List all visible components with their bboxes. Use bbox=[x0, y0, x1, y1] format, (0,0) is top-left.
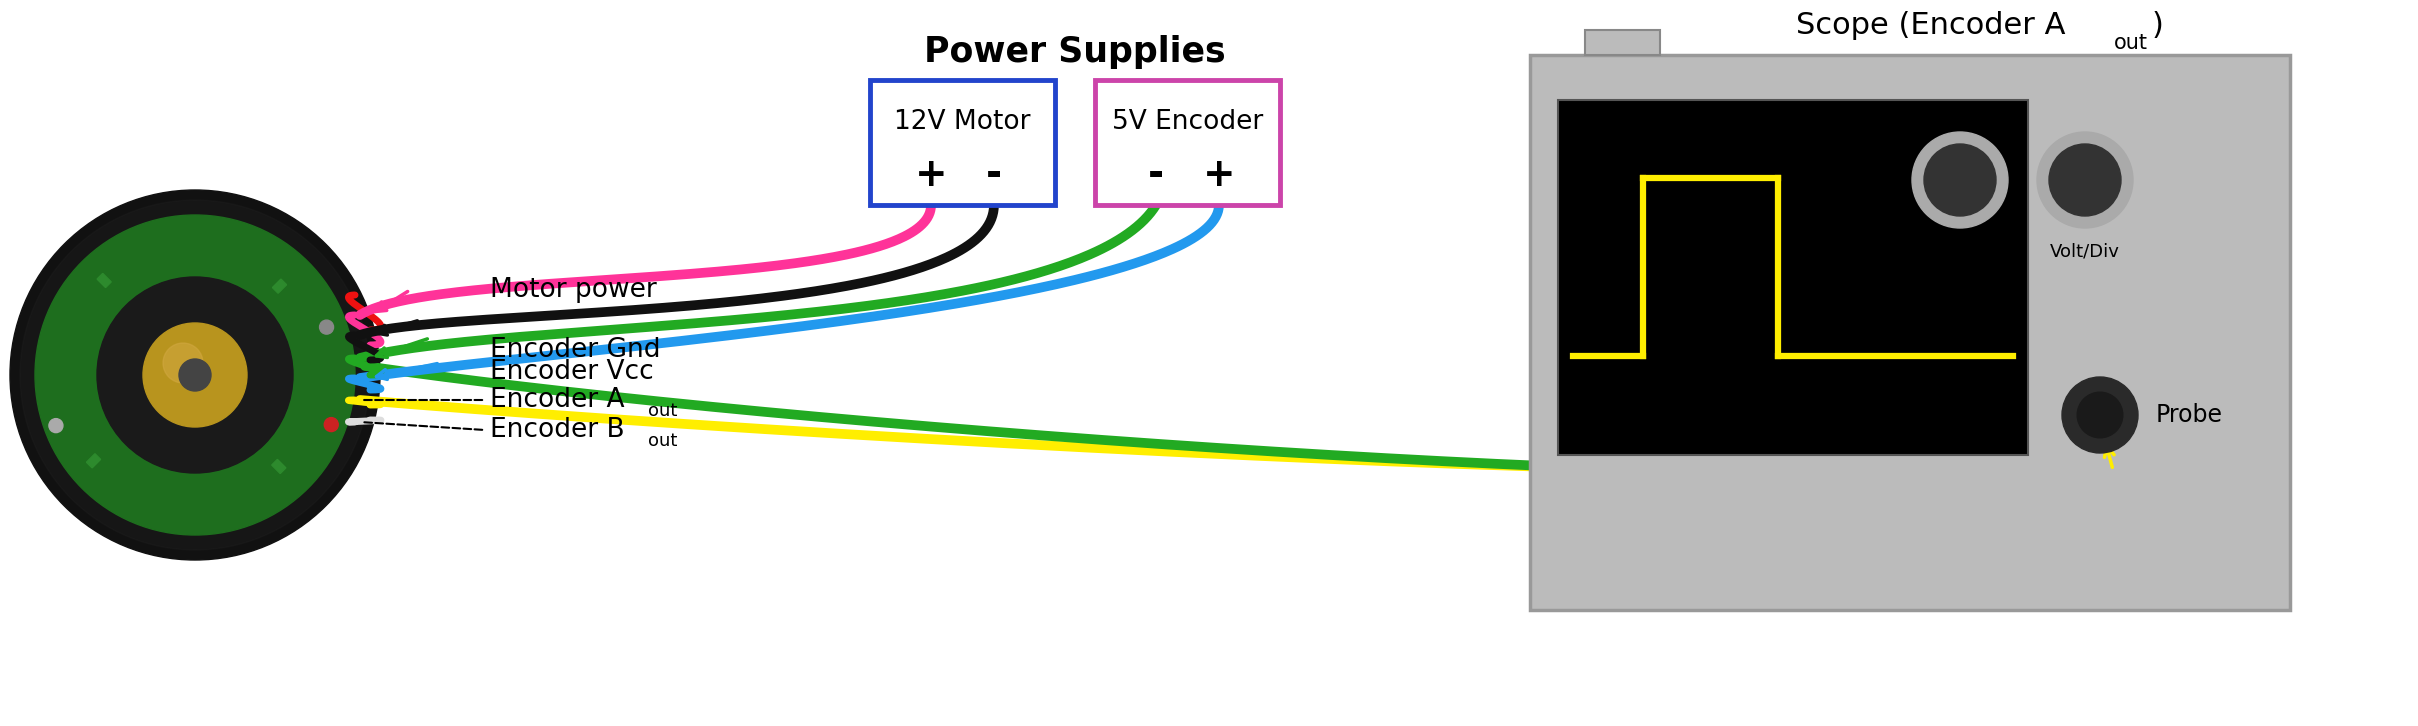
Text: -: - bbox=[1149, 156, 1163, 194]
Circle shape bbox=[2077, 392, 2123, 438]
Circle shape bbox=[34, 215, 355, 535]
Bar bbox=[273, 279, 288, 293]
Circle shape bbox=[319, 320, 334, 334]
Text: Motor power: Motor power bbox=[491, 277, 658, 303]
Text: Encoder Vcc: Encoder Vcc bbox=[491, 359, 653, 385]
Text: +: + bbox=[1202, 156, 1236, 194]
Text: 5V Encoder: 5V Encoder bbox=[1112, 109, 1262, 135]
FancyBboxPatch shape bbox=[1557, 100, 2029, 455]
FancyBboxPatch shape bbox=[1095, 80, 1279, 205]
Text: Scope (Encoder A: Scope (Encoder A bbox=[1797, 10, 2065, 39]
Text: out: out bbox=[648, 432, 677, 450]
Text: ): ) bbox=[2152, 10, 2164, 39]
Circle shape bbox=[2048, 144, 2121, 216]
Text: Encoder Gnd: Encoder Gnd bbox=[491, 337, 660, 363]
Circle shape bbox=[162, 343, 203, 383]
Bar bbox=[271, 460, 285, 473]
Text: -: - bbox=[987, 156, 1001, 194]
Text: 12V Motor: 12V Motor bbox=[895, 109, 1030, 135]
Text: Encoder B: Encoder B bbox=[491, 417, 624, 443]
Circle shape bbox=[48, 419, 63, 433]
Text: +: + bbox=[914, 156, 948, 194]
Circle shape bbox=[2036, 132, 2133, 228]
Text: Time/Div: Time/Div bbox=[1920, 243, 2000, 261]
Circle shape bbox=[324, 417, 339, 431]
Circle shape bbox=[10, 190, 380, 560]
Circle shape bbox=[97, 277, 293, 473]
Circle shape bbox=[179, 359, 210, 391]
FancyBboxPatch shape bbox=[1531, 55, 2290, 610]
Bar bbox=[97, 274, 111, 287]
Circle shape bbox=[1913, 132, 2007, 228]
FancyBboxPatch shape bbox=[1586, 30, 1661, 55]
Text: Power Supplies: Power Supplies bbox=[924, 35, 1226, 69]
FancyBboxPatch shape bbox=[870, 80, 1054, 205]
Text: Volt/Div: Volt/Div bbox=[2050, 243, 2121, 261]
Bar bbox=[87, 454, 102, 468]
Circle shape bbox=[2063, 377, 2138, 453]
Text: out: out bbox=[2113, 33, 2147, 53]
Text: out: out bbox=[648, 402, 677, 420]
Circle shape bbox=[19, 200, 370, 550]
Text: Encoder A: Encoder A bbox=[491, 387, 624, 413]
Circle shape bbox=[143, 323, 247, 427]
Text: Probe: Probe bbox=[2157, 403, 2222, 427]
Circle shape bbox=[1925, 144, 1995, 216]
